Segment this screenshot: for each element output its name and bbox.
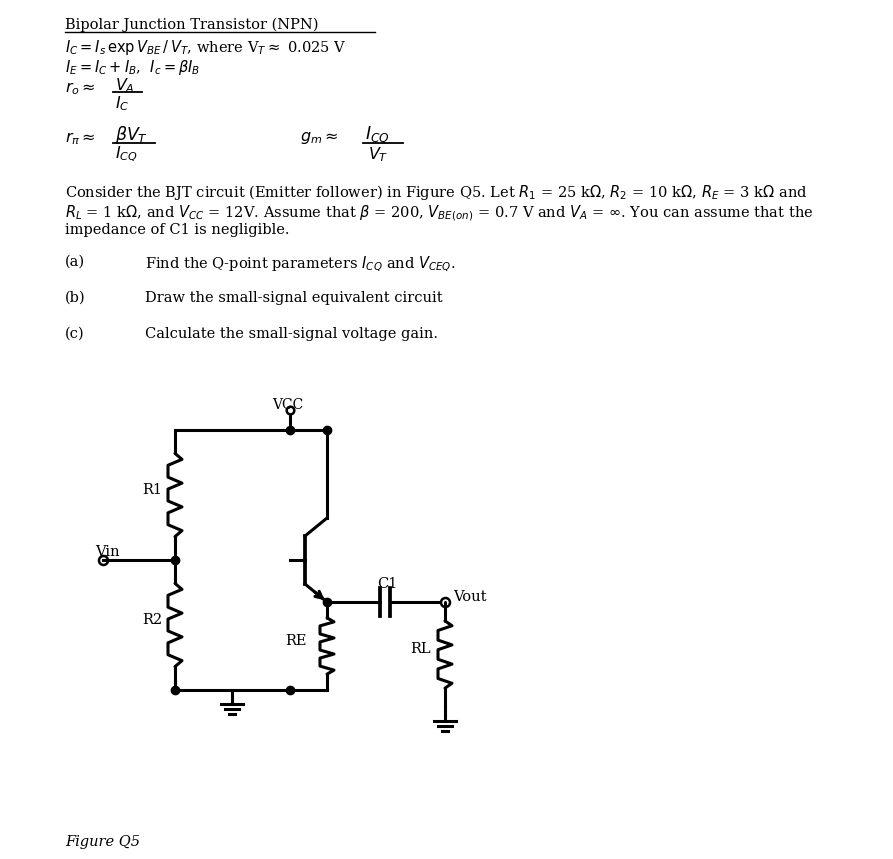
Text: $R_L$ = 1 k$\Omega$, and $V_{CC}$ = 12V. Assume that $\beta$ = 200, $V_{BE(on)}$: $R_L$ = 1 k$\Omega$, and $V_{CC}$ = 12V.… xyxy=(65,203,814,222)
Text: (a): (a) xyxy=(65,255,85,269)
Text: Calculate the small-signal voltage gain.: Calculate the small-signal voltage gain. xyxy=(145,327,438,341)
Text: $\beta V_T$: $\beta V_T$ xyxy=(115,124,148,146)
Text: R2: R2 xyxy=(142,613,163,627)
Text: C1: C1 xyxy=(377,577,397,591)
Text: (b): (b) xyxy=(65,291,86,305)
Text: Vin: Vin xyxy=(95,545,120,559)
Text: Consider the BJT circuit (Emitter follower) in Figure Q5. Let $R_1$ = 25 k$\Omeg: Consider the BJT circuit (Emitter follow… xyxy=(65,183,807,202)
Text: (c): (c) xyxy=(65,327,85,341)
Text: Figure Q5: Figure Q5 xyxy=(65,835,140,849)
Text: Bipolar Junction Transistor (NPN): Bipolar Junction Transistor (NPN) xyxy=(65,18,319,33)
Text: $V_A$: $V_A$ xyxy=(115,76,135,94)
Text: VCC: VCC xyxy=(272,398,304,412)
Text: $g_m \approx$: $g_m \approx$ xyxy=(300,130,338,146)
Text: Vout: Vout xyxy=(453,590,487,604)
Text: $I_{CQ}$: $I_{CQ}$ xyxy=(365,124,389,145)
Text: $r_\pi \approx$: $r_\pi \approx$ xyxy=(65,130,96,147)
Text: $V_T$: $V_T$ xyxy=(368,145,388,164)
Text: RE: RE xyxy=(285,634,306,648)
Text: $I_C$: $I_C$ xyxy=(115,94,129,113)
Text: impedance of C1 is negligible.: impedance of C1 is negligible. xyxy=(65,223,289,237)
Text: Draw the small-signal equivalent circuit: Draw the small-signal equivalent circuit xyxy=(145,291,443,305)
Text: $I_{CQ}$: $I_{CQ}$ xyxy=(115,145,138,164)
Text: Find the Q-point parameters $I_{CQ}$ and $V_{CEQ}$.: Find the Q-point parameters $I_{CQ}$ and… xyxy=(145,255,455,274)
Text: RL: RL xyxy=(410,642,430,656)
Text: $r_o \approx$: $r_o \approx$ xyxy=(65,80,96,97)
Text: R1: R1 xyxy=(142,483,162,497)
Text: $I_E = I_C + I_B$,  $I_c = \beta I_B$: $I_E = I_C + I_B$, $I_c = \beta I_B$ xyxy=(65,58,200,77)
Text: $I_C = I_s \,\exp V_{BE}\,/\,V_T$, where V$_T$$\approx$ 0.025 V: $I_C = I_s \,\exp V_{BE}\,/\,V_T$, where… xyxy=(65,38,346,57)
